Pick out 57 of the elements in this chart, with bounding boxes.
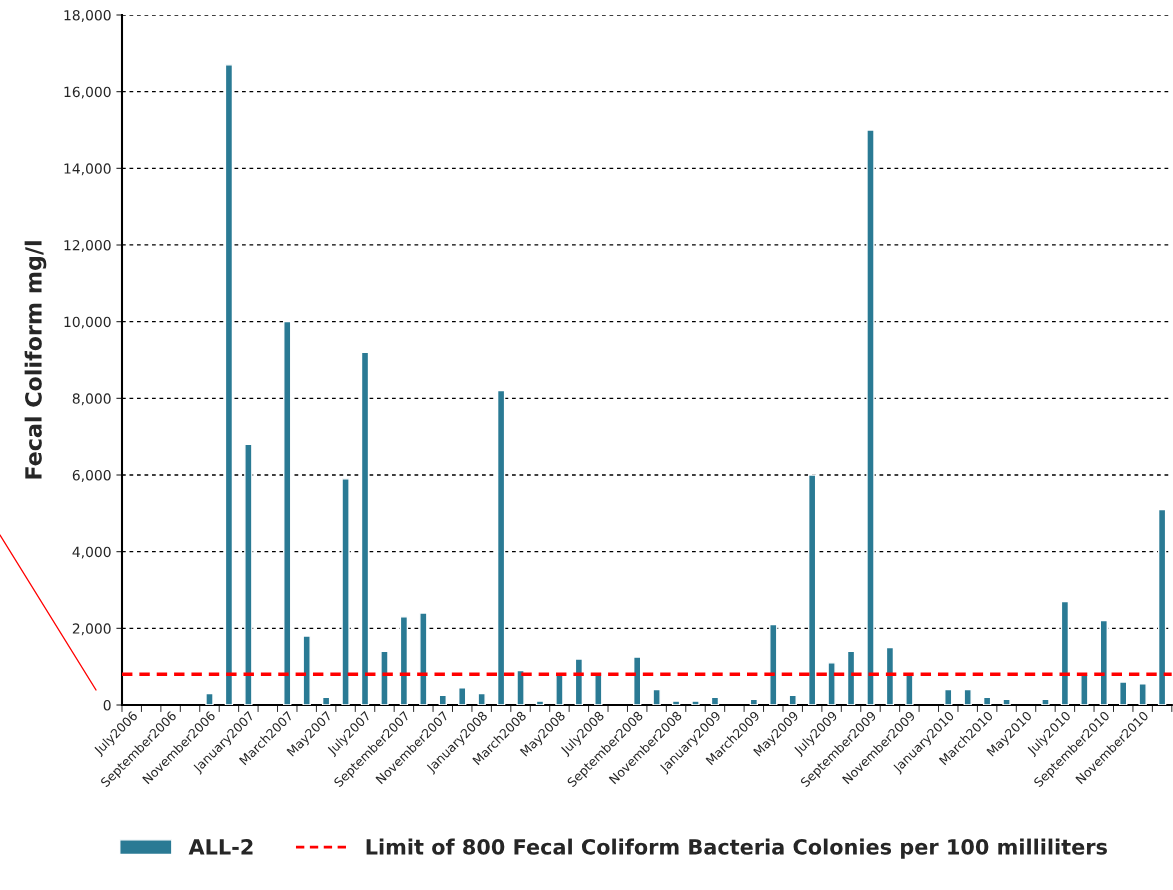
y-tick-label: 16,000 — [64, 86, 111, 99]
bar — [885, 646, 895, 705]
bar — [671, 700, 681, 705]
bar — [321, 696, 331, 705]
y-tick-label: 8,000 — [72, 393, 111, 406]
bar — [399, 616, 409, 705]
bar — [496, 389, 506, 705]
bar — [341, 478, 350, 705]
bar — [846, 650, 856, 705]
bar — [1002, 698, 1011, 705]
bar — [807, 474, 817, 705]
bar — [302, 635, 311, 705]
bar — [1060, 600, 1070, 705]
bar — [516, 669, 525, 705]
bar — [360, 351, 370, 705]
bar — [594, 671, 603, 705]
bar — [982, 696, 992, 705]
y-tick-label: 12,000 — [64, 239, 111, 252]
bar — [458, 687, 467, 705]
bar — [244, 443, 253, 705]
bar — [477, 692, 486, 705]
y-tick-label: 0 — [103, 699, 111, 711]
bar — [652, 688, 661, 705]
y-axis-title: Fecal Coliform mg/l — [24, 241, 47, 479]
bar — [1080, 673, 1089, 705]
bar — [283, 320, 292, 705]
bar — [769, 623, 778, 705]
bar — [1119, 681, 1128, 705]
y-tick-label: 6,000 — [72, 469, 111, 482]
bar — [419, 612, 428, 705]
y-tick-label: 18,000 — [64, 9, 111, 22]
y-tick-label: 2,000 — [72, 623, 111, 636]
legend-label: Limit of 800 Fecal Coliform Bacteria Colonies per 100 milliliters — [366, 838, 1107, 859]
bar — [1157, 508, 1167, 705]
bar — [205, 692, 214, 705]
bar — [788, 694, 797, 705]
bar — [380, 650, 389, 705]
bar — [535, 700, 545, 705]
legend-label: ALL-2 — [188, 838, 253, 855]
bar — [749, 698, 759, 705]
bar — [632, 656, 642, 705]
y-tick-label: 14,000 — [64, 163, 111, 176]
bar — [691, 700, 700, 705]
bar — [944, 688, 953, 705]
bar — [224, 64, 234, 705]
bar — [827, 662, 836, 705]
bar — [574, 658, 584, 705]
bar — [1138, 683, 1147, 705]
y-tick-label: 10,000 — [64, 316, 111, 329]
bar — [1099, 619, 1108, 705]
bar — [963, 688, 972, 705]
bar — [1041, 698, 1050, 705]
bar — [438, 694, 447, 705]
bar — [555, 673, 564, 705]
y-tick-label: 4,000 — [72, 546, 111, 559]
bar — [866, 129, 875, 705]
bar — [710, 696, 720, 705]
